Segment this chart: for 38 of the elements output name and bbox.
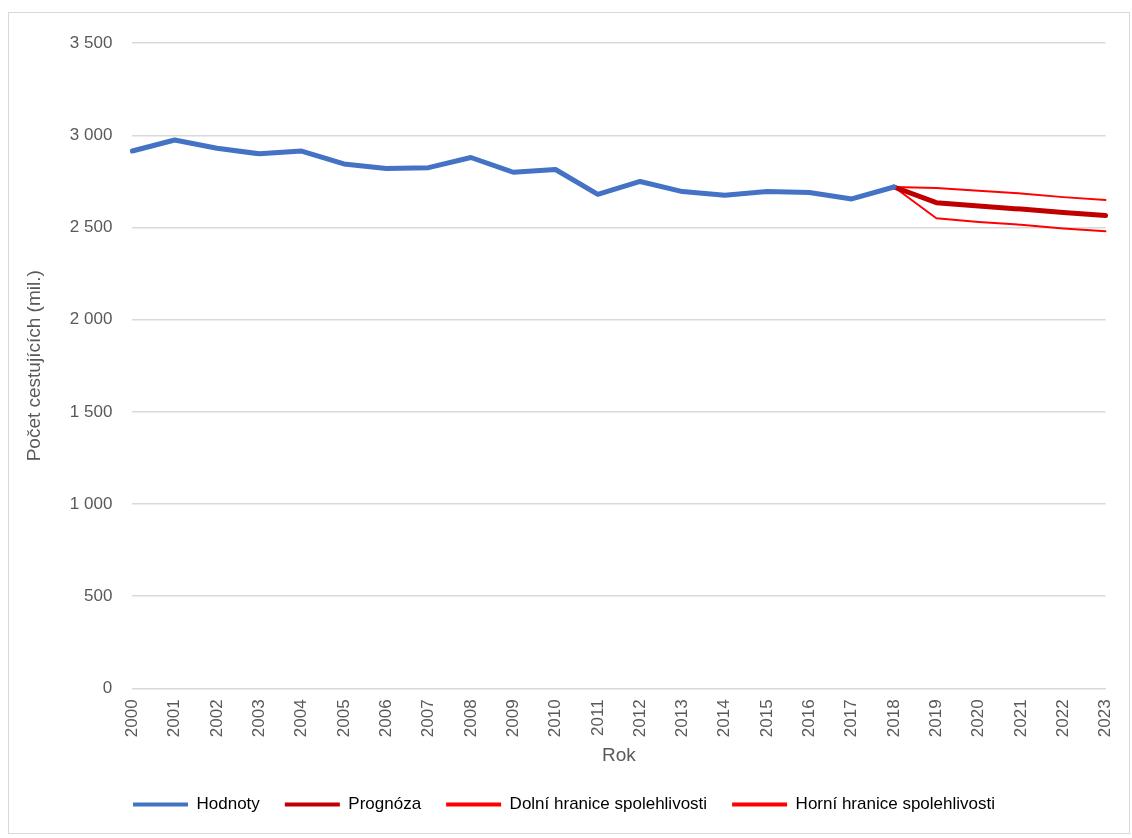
x-tick-label: 2011: [587, 699, 607, 736]
x-tick-label: 2015: [756, 699, 776, 738]
x-tick-label: 2007: [418, 699, 438, 738]
x-tick-label: 2002: [206, 699, 226, 738]
y-axis-title: Počet cestujících (mil.): [22, 270, 44, 462]
x-tick-label: 2013: [672, 699, 692, 738]
y-tick-label: 3 500: [69, 32, 113, 52]
x-tick-label: 2022: [1052, 699, 1072, 738]
y-tick-label: 2 500: [69, 217, 113, 237]
y-tick-label: 1 000: [69, 493, 113, 513]
x-tick-label: 2009: [502, 699, 522, 738]
x-tick-label: 2012: [629, 699, 649, 738]
x-tick-label: 2000: [122, 699, 142, 738]
x-tick-label: 2005: [333, 699, 353, 738]
x-tick-label: 2023: [1095, 699, 1115, 738]
x-tick-label: 2018: [883, 699, 903, 738]
x-tick-label: 2006: [375, 699, 395, 738]
legend-label: Horní hranice spolehlivosti: [795, 794, 995, 814]
x-tick-label: 2017: [841, 699, 861, 738]
y-tick-label: 2 000: [69, 309, 113, 329]
legend-label: Prognóza: [348, 794, 422, 814]
x-axis-title: Rok: [602, 743, 637, 765]
x-tick-label: 2003: [248, 699, 268, 738]
y-tick-label: 1 500: [69, 401, 113, 421]
x-tick-label: 2020: [968, 699, 988, 738]
x-tick-label: 2004: [291, 699, 311, 738]
y-tick-label: 3 000: [69, 125, 113, 145]
legend-label: Hodnoty: [196, 794, 261, 814]
x-tick-label: 2014: [714, 699, 734, 738]
legend-label: Dolní hranice spolehlivosti: [509, 794, 708, 814]
x-tick-label: 2016: [799, 699, 819, 738]
y-tick-label: 500: [83, 585, 113, 605]
y-tick-label: 0: [102, 678, 113, 698]
x-tick-label: 2019: [926, 699, 946, 738]
x-tick-label: 2010: [545, 699, 565, 738]
x-tick-label: 2008: [460, 699, 480, 738]
x-tick-label: 2001: [164, 699, 184, 738]
x-tick-label: 2021: [1010, 699, 1030, 738]
